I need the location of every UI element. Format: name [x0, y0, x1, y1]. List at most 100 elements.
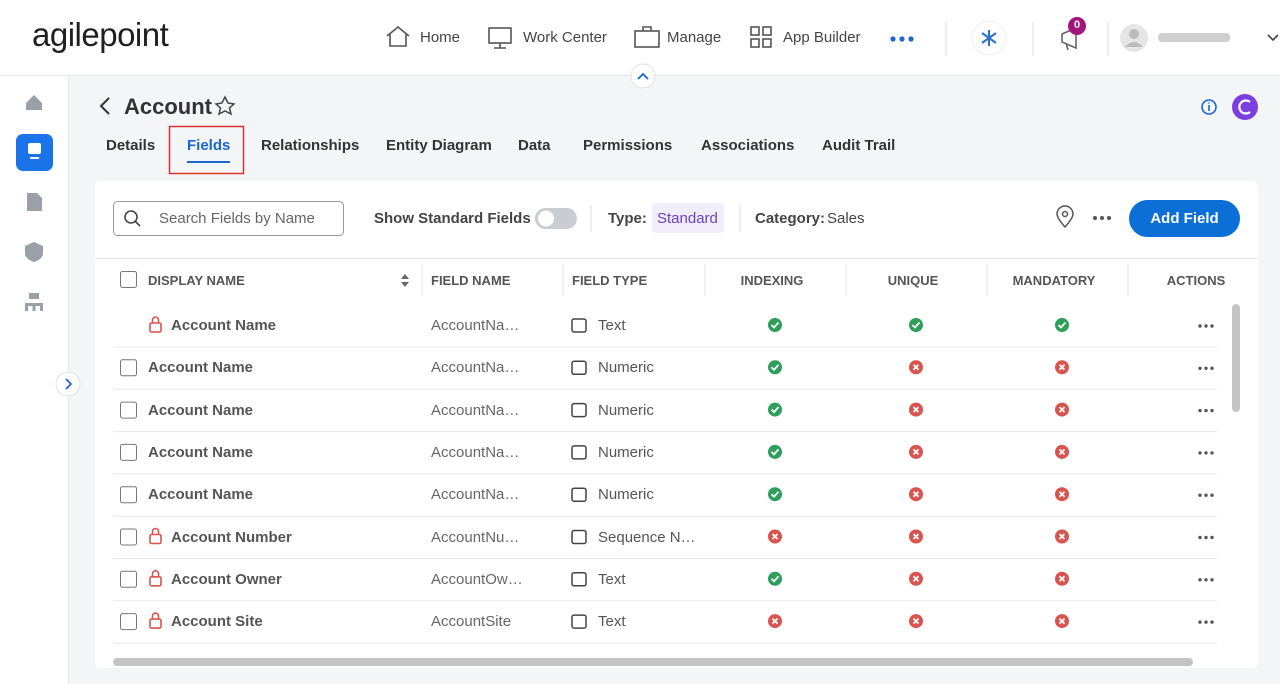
unique-glyph	[912, 406, 920, 413]
tab[interactable]: Permissions	[583, 137, 673, 154]
lock-icon	[149, 618, 162, 629]
dot	[1210, 578, 1214, 582]
dot	[1204, 451, 1208, 455]
side-org[interactable]	[29, 293, 39, 299]
info-icon[interactable]	[1201, 99, 1217, 115]
side-doc[interactable]	[27, 193, 42, 211]
add-field-button[interactable]	[1129, 200, 1240, 237]
search-placeholder[interactable]: Search Fields by Name	[159, 210, 315, 227]
field-type-icon	[571, 529, 587, 545]
column-header: FIELD NAME	[431, 273, 511, 288]
row-actions[interactable]	[1198, 366, 1214, 370]
indexing-status	[768, 402, 782, 417]
logo[interactable]: agilepoint	[32, 16, 169, 53]
dot	[1198, 366, 1202, 370]
type-value[interactable]: Standard	[657, 210, 718, 227]
row-checkbox[interactable]	[120, 401, 137, 419]
refresh-button[interactable]	[1232, 94, 1258, 120]
row-checkbox[interactable]	[120, 443, 137, 461]
field-type-icon	[571, 402, 587, 418]
indexing-glyph	[770, 575, 780, 583]
expand-sidebar[interactable]	[55, 371, 81, 397]
back-button[interactable]	[99, 97, 110, 115]
tab[interactable]: Fields	[187, 137, 231, 163]
field-type-icon	[571, 614, 587, 629]
lock-shackle	[151, 527, 160, 535]
card	[95, 181, 1258, 668]
column-header: FIELD TYPE	[572, 273, 648, 288]
field-type: Sequence N…	[598, 528, 696, 546]
unique-glyph	[912, 364, 920, 371]
row-checkbox[interactable]	[120, 486, 137, 504]
dot	[1204, 366, 1208, 370]
indexing-glyph	[770, 491, 780, 499]
h-scrollbar[interactable]	[113, 658, 1193, 666]
side-security[interactable]	[25, 242, 43, 262]
row-checkbox[interactable]	[120, 613, 137, 631]
indexing-status	[768, 360, 782, 375]
row-checkbox[interactable]	[120, 528, 137, 546]
row-checkbox[interactable]	[120, 359, 137, 377]
field-type: Numeric	[598, 359, 654, 377]
mandatory-glyph	[1058, 364, 1066, 371]
row-checkbox[interactable]	[120, 570, 137, 588]
row-actions[interactable]	[1198, 578, 1214, 582]
unique-glyph	[912, 491, 920, 498]
dot	[1204, 493, 1208, 497]
row-actions[interactable]	[1198, 535, 1214, 540]
more-toolbar[interactable]	[1093, 216, 1111, 220]
tab[interactable]: Details	[106, 137, 156, 154]
tab[interactable]: Associations	[701, 137, 795, 154]
highlight-box	[168, 125, 245, 175]
indexing-status	[768, 487, 782, 502]
dot	[1198, 324, 1202, 328]
nav-item[interactable]: Work Center	[523, 29, 607, 46]
column-header: UNIQUE	[887, 273, 939, 288]
location-icon[interactable]	[1056, 205, 1074, 229]
row-actions[interactable]	[1198, 493, 1214, 497]
side-home[interactable]	[26, 95, 42, 110]
unique-glyph	[912, 617, 920, 625]
indexing-glyph	[770, 406, 780, 414]
field-type-icon	[571, 487, 587, 502]
dot	[1210, 324, 1214, 328]
favorite-star[interactable]	[214, 95, 236, 116]
unique-glyph	[911, 321, 921, 329]
nav-item[interactable]: Manage	[667, 29, 722, 46]
tab[interactable]: Entity Diagram	[386, 137, 492, 154]
add-field-label[interactable]: Add Field	[1150, 210, 1219, 227]
dot	[1210, 620, 1214, 624]
field-type: Text	[598, 317, 626, 334]
row-actions[interactable]	[1198, 324, 1214, 328]
tab[interactable]: Relationships	[261, 137, 360, 154]
field-name: AccountNa…	[431, 486, 520, 504]
nav-item[interactable]: App Builder	[783, 29, 861, 46]
briefcase-icon	[634, 30, 660, 48]
collapse-header[interactable]	[630, 63, 656, 89]
dot	[1204, 324, 1208, 328]
indexing-glyph	[770, 364, 780, 372]
mandatory-status	[1055, 318, 1069, 332]
page-title: Account	[124, 94, 212, 119]
field-name: AccountNa…	[431, 401, 520, 419]
row-actions[interactable]	[1198, 451, 1214, 455]
dot	[1204, 535, 1208, 540]
display-name: Account Name	[171, 317, 277, 334]
tab[interactable]: Audit Trail	[822, 137, 896, 154]
row-actions[interactable]	[1198, 408, 1214, 413]
display-name: Account Name	[148, 401, 254, 419]
dot	[1198, 535, 1202, 540]
field-name: AccountNa…	[431, 359, 520, 377]
nav-item[interactable]: Home	[420, 29, 461, 46]
type-chip[interactable]	[652, 203, 724, 233]
select-all[interactable]	[120, 271, 137, 288]
row-actions[interactable]	[1198, 620, 1214, 624]
v-scrollbar[interactable]	[1232, 304, 1240, 412]
tab[interactable]: Data	[518, 137, 551, 154]
dot	[1210, 493, 1214, 497]
search-box[interactable]	[113, 201, 344, 236]
sort-icon[interactable]	[401, 274, 409, 287]
display-name: Account Name	[148, 486, 254, 504]
